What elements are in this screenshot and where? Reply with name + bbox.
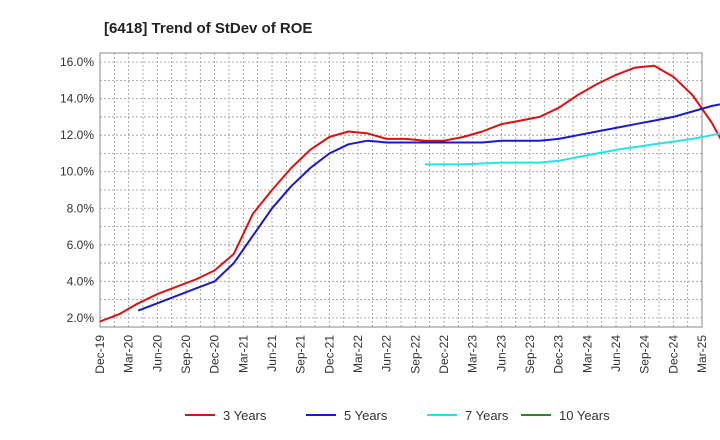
x-tick-label: Mar-21: [236, 335, 250, 373]
plot-area-frame: [99, 52, 703, 328]
x-tick-label: Jun-23: [494, 335, 508, 372]
x-tick-label: Sep-22: [408, 335, 422, 374]
series-line-5-years: [137, 103, 720, 312]
grid-lines: [99, 53, 703, 327]
legend: 3 Years 5 Years 7 Years 10 Years: [185, 408, 610, 423]
x-tick-label: Sep-20: [179, 335, 193, 374]
x-tick-label: Mar-24: [580, 335, 594, 373]
y-tick-label: 2.0%: [67, 311, 95, 325]
x-tick-label: Dec-19: [93, 335, 107, 374]
legend-label: 10 Years: [559, 408, 610, 423]
x-tick-label: Dec-24: [666, 335, 680, 374]
x-tick-label: Mar-20: [122, 335, 136, 373]
x-tick-label: Mar-23: [466, 335, 480, 373]
legend-label: 3 Years: [223, 408, 267, 423]
y-tick-label: 12.0%: [60, 128, 94, 142]
x-axis: Dec-19 Mar-20 Jun-20 Sep-20 Dec-20 Mar-21 Jun-…: [93, 335, 709, 374]
y-tick-label: 6.0%: [67, 238, 95, 252]
x-tick-label: Jun-22: [380, 335, 394, 372]
x-tick-label: Dec-22: [437, 335, 451, 374]
x-tick-label: Sep-21: [294, 335, 308, 374]
legend-label: 7 Years: [465, 408, 509, 423]
series-lines: [99, 64, 720, 323]
x-tick-label: Dec-20: [208, 335, 222, 374]
y-axis: 2.0% 4.0% 6.0% 8.0% 10.0% 12.0% 14.0% 16.0%: [60, 55, 94, 325]
x-tick-label: Mar-25: [695, 335, 709, 373]
x-tick-label: Mar-22: [351, 335, 365, 373]
x-tick-label: Jun-20: [150, 335, 164, 372]
x-tick-label: Jun-24: [609, 335, 623, 372]
x-tick-label: Sep-23: [523, 335, 537, 374]
x-tick-label: Dec-21: [322, 335, 336, 374]
chart-title: [6418] Trend of StDev of ROE: [104, 20, 312, 37]
y-tick-label: 8.0%: [67, 201, 95, 215]
x-tick-label: Dec-23: [552, 335, 566, 374]
series-line-7-years: [424, 132, 720, 166]
x-tick-label: Sep-24: [638, 335, 652, 374]
y-tick-label: 14.0%: [60, 92, 94, 106]
y-tick-label: 16.0%: [60, 55, 94, 69]
y-tick-label: 10.0%: [60, 165, 94, 179]
legend-label: 5 Years: [344, 408, 388, 423]
x-tick-label: Jun-21: [265, 335, 279, 372]
series-line-3-years: [99, 64, 720, 323]
y-tick-label: 4.0%: [67, 274, 95, 288]
